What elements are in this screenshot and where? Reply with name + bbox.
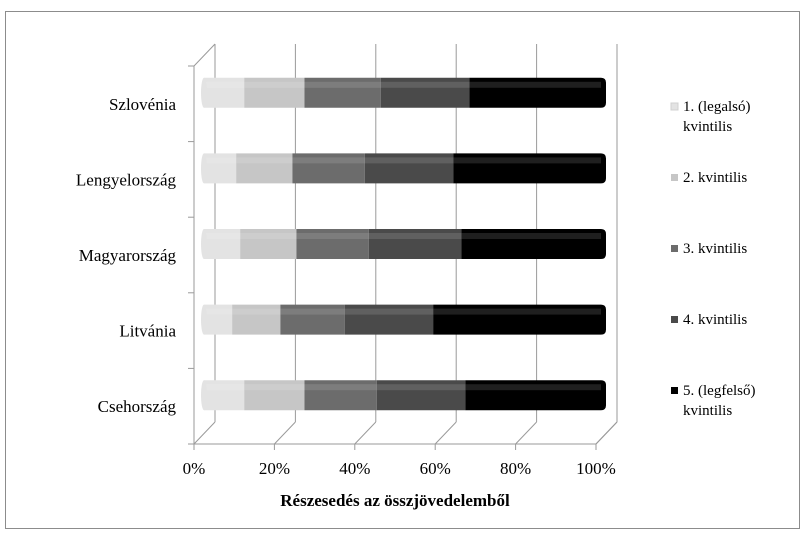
bar-segment [304, 380, 377, 411]
bar-highlight [232, 308, 281, 315]
bar-segment [380, 77, 470, 108]
chart-frame: Szlovénia Lengyelország Magyarország Litván… [5, 11, 800, 529]
bar-segment [244, 77, 305, 108]
bar-highlight [461, 233, 601, 239]
legend-swatch [671, 245, 678, 252]
bar-segment [469, 77, 606, 108]
bar-segment [244, 380, 305, 411]
bar-highlight [364, 157, 454, 164]
bar-segment [236, 153, 293, 184]
bar-segment [433, 304, 606, 335]
bar-highlight [433, 308, 601, 315]
bar-highlight [380, 81, 470, 88]
bar-highlight [204, 308, 233, 315]
bar-segment [296, 229, 369, 259]
floor-gridline [193, 421, 216, 445]
bar-highlight [304, 384, 377, 391]
floor-gridline [434, 421, 457, 445]
bar-highlight [376, 384, 466, 391]
category-label: Litvánia [119, 322, 176, 341]
x-tick-label: 0% [183, 459, 206, 478]
bar-segment [304, 77, 381, 108]
legend-swatch [671, 174, 678, 181]
bar-segment [292, 153, 365, 184]
bar-segment [204, 380, 245, 411]
bar-highlight [368, 233, 462, 239]
legend-label: 3. kvintilis [683, 241, 747, 257]
bar-segment [232, 304, 281, 335]
bar-segment [465, 380, 606, 411]
legend-label: 4. kvintilis [683, 312, 747, 328]
bar-highlight [204, 157, 237, 164]
bar-cap [201, 153, 207, 184]
bar-segment [204, 77, 245, 108]
bar-highlight [453, 157, 601, 164]
category-label: Csehország [98, 397, 177, 416]
bar-highlight [236, 157, 293, 164]
legend-swatch [671, 387, 678, 394]
bar-cap [201, 77, 207, 108]
bar-segment [204, 229, 241, 259]
floor-gridline [515, 421, 537, 445]
bar-highlight [204, 81, 245, 88]
x-tick-label: 40% [339, 459, 370, 478]
bar-cap [201, 229, 207, 259]
bar-highlight [244, 384, 305, 391]
bar-cap [201, 380, 207, 411]
legend: 1. (legalsó) kvintilis 2. kvintilis 3. kvin… [670, 99, 755, 419]
bar-segment [280, 304, 345, 335]
bar-highlight [204, 384, 245, 391]
category-label: Lengyelország [76, 170, 177, 189]
bar-segment [240, 229, 297, 259]
bar-highlight [344, 308, 434, 315]
category-label: Magyarország [79, 246, 177, 265]
bar-segment [204, 304, 233, 335]
floor-gridline [595, 421, 618, 445]
bar-segment [461, 229, 606, 259]
left-wall-top-edge [193, 43, 216, 67]
bar-highlight [280, 308, 345, 315]
stacked-bar-chart: Szlovénia Lengyelország Magyarország Litván… [76, 43, 755, 510]
bar-highlight [469, 81, 601, 88]
bar-segment [453, 153, 606, 184]
x-tick-labels: 0% 20% 40% 60% 80% 100% [183, 459, 616, 478]
legend-swatch [670, 102, 679, 111]
legend-swatch [671, 316, 678, 323]
x-tick-label: 20% [259, 459, 290, 478]
x-tick-label: 60% [420, 459, 451, 478]
bar-segment [204, 153, 237, 184]
bar-highlight [244, 81, 305, 88]
floor-gridline [274, 421, 296, 445]
x-tick-label: 100% [576, 459, 616, 478]
bar-highlight [292, 157, 365, 164]
bar-segment [376, 380, 466, 411]
legend-label: 2. kvintilis [683, 170, 747, 186]
bar-highlight [204, 233, 241, 239]
bar-segment [368, 229, 462, 259]
x-tick-label: 80% [500, 459, 531, 478]
bar-highlight [304, 81, 381, 88]
bar-highlight [296, 233, 369, 239]
x-axis-title: Részesedés az összjövedelemből [280, 491, 510, 510]
category-label: Szlovénia [109, 95, 176, 114]
bar-highlight [465, 384, 601, 391]
bar-segment [364, 153, 454, 184]
floor-gridline [354, 421, 377, 445]
bar-segment [344, 304, 434, 335]
legend-label: 1. (legalsó) kvintilis [683, 99, 750, 135]
bar-highlight [240, 233, 297, 239]
bar-cap [201, 304, 207, 335]
legend-label: 5. (legfelső) kvintilis [683, 383, 755, 419]
bars [201, 77, 606, 411]
category-labels: Szlovénia Lengyelország Magyarország Litván… [76, 95, 177, 416]
